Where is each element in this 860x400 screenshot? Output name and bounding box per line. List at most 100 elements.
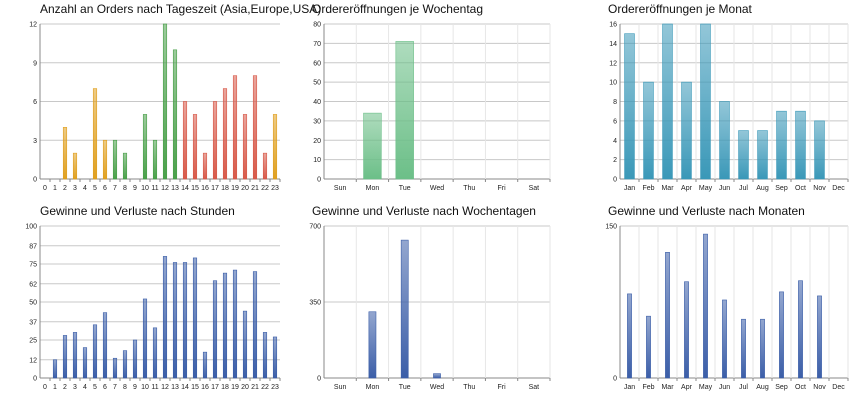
bar-13 <box>172 49 178 180</box>
y-tick-label: 8 <box>613 99 617 106</box>
bar-Apr <box>684 281 689 379</box>
chart-pnl-by-weekday: Gewinne und Verluste nach Wochentagen 0 3… <box>309 204 552 398</box>
x-tick-label: 7 <box>113 185 117 192</box>
x-tick-label: Dec <box>832 185 845 192</box>
bar-5 <box>92 324 98 379</box>
x-tick-label: Aug <box>756 185 769 192</box>
bar-Sep <box>779 291 784 379</box>
bar-Tue <box>400 239 409 379</box>
x-tick-label: 17 <box>211 384 219 391</box>
y-tick-label: 14 <box>609 41 617 48</box>
x-tick-label: 4 <box>83 384 87 391</box>
bar-17 <box>212 101 218 180</box>
y-tick-label: 100 <box>25 224 37 231</box>
x-tick-label: Jun <box>719 185 730 192</box>
y-tick-label: 10 <box>609 80 617 87</box>
x-tick-label: Oct <box>795 185 806 192</box>
bar-2 <box>62 127 68 180</box>
x-tick-label: 17 <box>211 185 219 192</box>
y-tick-label: 3 <box>33 138 37 145</box>
bar-12 <box>162 256 168 379</box>
y-tick-label: 16 <box>609 22 617 29</box>
chart-orders-by-month: Ordereröffnungen je Monat 0 2 4 6 8 10 12 14 16 J… <box>608 2 849 192</box>
bar-1 <box>52 359 58 379</box>
bar-22 <box>262 332 268 379</box>
bar-23 <box>272 114 278 180</box>
x-tick-label: 7 <box>113 384 117 391</box>
chart-pnl-by-hour: Gewinne und Verluste nach Stunden 0 12 25 3… <box>25 204 290 398</box>
bar-8 <box>122 350 128 379</box>
bar-11 <box>152 139 158 180</box>
x-tick-label: 16 <box>201 185 209 192</box>
x-tick-label: Fri <box>497 185 506 192</box>
x-tick-label: 9 <box>133 384 137 391</box>
chart-title: Ordereröffnungen je Wochentag <box>312 2 484 16</box>
x-tick-label: Sun <box>334 384 347 391</box>
bar-10 <box>142 298 148 379</box>
bar-Nov <box>817 295 822 379</box>
x-tick-label: Wed <box>430 384 444 391</box>
y-tick-label: 150 <box>605 224 617 231</box>
y-tick-label: 9 <box>33 60 37 67</box>
bar-Jun <box>719 101 730 180</box>
x-tick-label: Mar <box>661 185 674 192</box>
bar-Jan <box>624 33 635 180</box>
bar-14 <box>182 101 188 180</box>
y-tick-label: 70 <box>313 41 321 48</box>
x-tick-label: 20 <box>241 384 249 391</box>
x-tick-label: 21 <box>251 384 259 391</box>
bar-18 <box>222 272 228 379</box>
chart-title: Gewinne und Verluste nach Monaten <box>608 204 805 218</box>
x-tick-label: 12 <box>161 384 169 391</box>
y-tick-label: 12 <box>29 357 37 364</box>
chart-orders-by-hour: Anzahl an Orders nach Tageszeit (Asia,Eu… <box>29 2 321 192</box>
x-tick-label: 22 <box>261 384 269 391</box>
x-tick-label: 3 <box>73 384 77 391</box>
y-tick-label: 700 <box>309 224 321 231</box>
x-tick-label: 23 <box>271 185 279 192</box>
y-tick-label: 6 <box>33 99 37 106</box>
x-tick-label: Tue <box>399 185 411 192</box>
bar-Jul <box>738 130 749 180</box>
x-tick-label: Feb <box>642 185 654 192</box>
bar-23 <box>272 336 278 379</box>
x-tick-label: Sat <box>529 185 540 192</box>
bar-7 <box>112 139 118 180</box>
x-tick-label: 10 <box>141 384 149 391</box>
x-tick-label: Aug <box>756 384 769 391</box>
x-tick-label: Jun <box>719 384 730 391</box>
x-tick-label: 14 <box>181 185 189 192</box>
x-tick-label: Sun <box>334 185 347 192</box>
y-tick-label: 75 <box>29 262 37 269</box>
chart-svg: 0 10 20 30 40 50 60 70 80 Sun Mon Tue Wed Thu Fri Sat <box>313 22 551 192</box>
bar-21 <box>252 271 258 379</box>
x-tick-label: Fri <box>497 384 506 391</box>
x-tick-label: Jul <box>739 384 748 391</box>
bar-11 <box>152 327 158 379</box>
y-tick-label: 12 <box>609 60 617 67</box>
bar-Mar <box>662 23 673 180</box>
bar-17 <box>212 280 218 379</box>
chart-svg: 0 2 4 6 8 10 12 14 16 Jan Feb Mar Apr May Jun Jul Aug Sep… <box>609 22 849 192</box>
bar-Mon <box>363 112 382 180</box>
bar-Mon <box>368 311 377 379</box>
x-tick-label: 16 <box>201 384 209 391</box>
bar-5 <box>92 88 98 180</box>
bar-8 <box>122 152 128 180</box>
x-tick-label: Mon <box>366 384 380 391</box>
x-tick-label: 22 <box>261 185 269 192</box>
y-tick-label: 40 <box>313 99 321 106</box>
x-tick-label: 4 <box>83 185 87 192</box>
bar-15 <box>192 114 198 180</box>
x-tick-label: Dec <box>832 384 845 391</box>
bar-Oct <box>795 110 806 180</box>
bar-Nov <box>814 120 825 180</box>
y-tick-label: 80 <box>313 22 321 29</box>
bar-16 <box>202 152 208 180</box>
bar-Apr <box>681 81 692 180</box>
x-tick-label: 5 <box>93 384 97 391</box>
x-tick-label: 21 <box>251 185 259 192</box>
x-tick-label: 6 <box>103 384 107 391</box>
y-tick-label: 6 <box>613 118 617 125</box>
